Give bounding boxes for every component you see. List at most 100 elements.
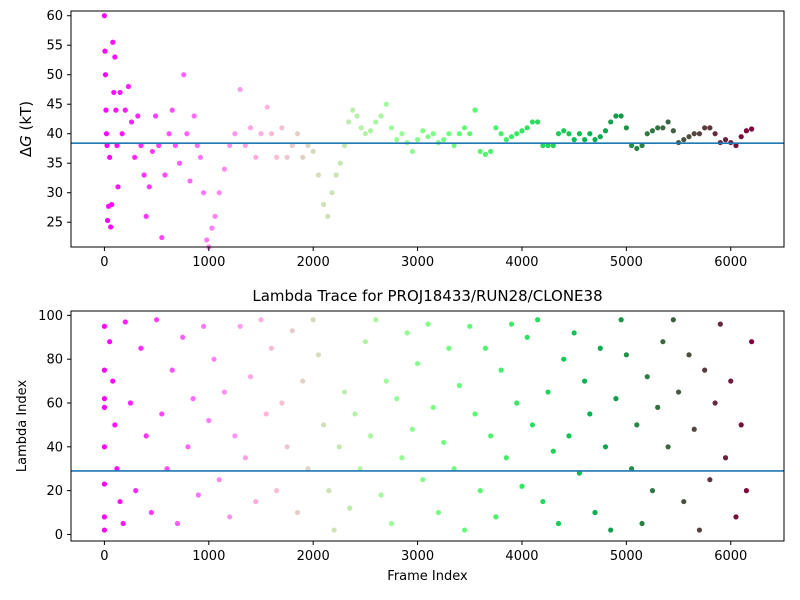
top-x-tick-label: 4000	[505, 255, 538, 270]
top-point	[477, 148, 483, 155]
bottom-point	[702, 367, 708, 373]
top-point	[712, 131, 718, 137]
top-point	[623, 125, 629, 131]
top-point	[107, 154, 113, 160]
top-point	[247, 125, 254, 131]
top-point	[132, 154, 138, 160]
top-point	[264, 104, 270, 110]
bottom-point	[148, 509, 154, 516]
top-point	[110, 39, 116, 45]
bottom-point	[561, 356, 567, 362]
top-point	[425, 134, 431, 140]
bottom-point	[341, 389, 348, 395]
bottom-point	[461, 527, 468, 533]
bottom-point	[110, 378, 116, 384]
top-point	[498, 131, 504, 137]
bottom-point	[571, 330, 577, 336]
bottom-point	[263, 411, 269, 417]
top-points	[101, 13, 755, 250]
top-point	[743, 128, 750, 134]
top-y-tick-label: 25	[46, 216, 63, 231]
bottom-point	[566, 433, 572, 439]
top-point	[103, 107, 109, 113]
bottom-point	[628, 466, 635, 472]
top-point	[204, 237, 210, 243]
top-x-tick-label: 5000	[610, 255, 643, 270]
top-point	[135, 113, 141, 119]
bottom-point	[352, 411, 358, 417]
top-point	[587, 131, 593, 137]
bottom-x-tick-label: 4000	[505, 549, 538, 564]
top-point	[284, 154, 290, 160]
top-point	[237, 86, 243, 93]
top-point	[545, 142, 551, 149]
bottom-point	[310, 317, 316, 323]
top-point	[350, 107, 356, 113]
top-y-ticks: 25 30 35 40 45 50 55 60	[46, 9, 71, 231]
top-point	[660, 125, 666, 131]
bottom-point	[117, 498, 123, 505]
top-point	[388, 125, 395, 131]
top-point	[113, 107, 119, 113]
bottom-point	[174, 520, 181, 527]
bottom-y-tick-label: 40	[46, 440, 63, 455]
top-point	[488, 148, 494, 155]
top-x-ticks: 0 1000 2000 3000 4000 5000 6000	[100, 247, 747, 270]
top-axes-frame	[70, 10, 785, 248]
bottom-point	[200, 323, 207, 329]
bottom-point	[623, 352, 629, 358]
top-point	[176, 160, 183, 166]
top-point	[152, 113, 159, 119]
bottom-point	[592, 509, 598, 516]
bottom-point	[362, 339, 368, 345]
top-y-tick-label: 55	[46, 39, 63, 54]
top-point	[368, 128, 374, 134]
bottom-point	[733, 514, 739, 520]
bottom-point	[435, 509, 442, 516]
bottom-point	[101, 527, 108, 533]
top-point	[373, 119, 379, 125]
top-point	[232, 131, 238, 137]
bottom-y-tick-label: 20	[46, 484, 63, 499]
top-point	[493, 125, 499, 131]
bottom-y-axis-label: Lambda Index	[15, 380, 30, 473]
top-point	[333, 172, 339, 178]
bottom-point	[597, 345, 603, 351]
bottom-point	[347, 505, 353, 511]
top-point	[514, 131, 520, 137]
top-point	[696, 131, 703, 137]
top-point	[143, 213, 149, 219]
bottom-point	[101, 481, 108, 487]
bottom-point	[232, 433, 238, 439]
bottom-point	[743, 488, 750, 494]
top-point	[187, 178, 193, 184]
top-point	[519, 128, 525, 134]
top-point	[321, 201, 327, 208]
top-point	[628, 142, 635, 149]
top-point	[691, 131, 697, 137]
bottom-point	[613, 396, 619, 402]
bottom-point	[409, 426, 415, 432]
bottom-point	[331, 527, 337, 533]
top-point	[524, 125, 530, 131]
bottom-point	[237, 323, 243, 329]
top-point	[216, 190, 222, 196]
top-point	[209, 225, 215, 231]
top-point	[114, 142, 120, 149]
top-point	[414, 137, 421, 143]
top-point	[555, 131, 562, 137]
top-point	[655, 125, 661, 131]
top-point	[482, 151, 489, 157]
bottom-point	[425, 321, 431, 327]
bottom-point	[294, 509, 301, 516]
top-point	[461, 125, 468, 131]
bottom-x-tick-label: 1000	[192, 549, 225, 564]
bottom-point	[467, 323, 473, 329]
bottom-point	[456, 382, 462, 389]
bottom-point	[446, 345, 452, 351]
bottom-point	[545, 389, 551, 395]
bottom-point	[227, 514, 233, 520]
top-point	[707, 125, 713, 131]
bottom-point	[508, 321, 515, 327]
